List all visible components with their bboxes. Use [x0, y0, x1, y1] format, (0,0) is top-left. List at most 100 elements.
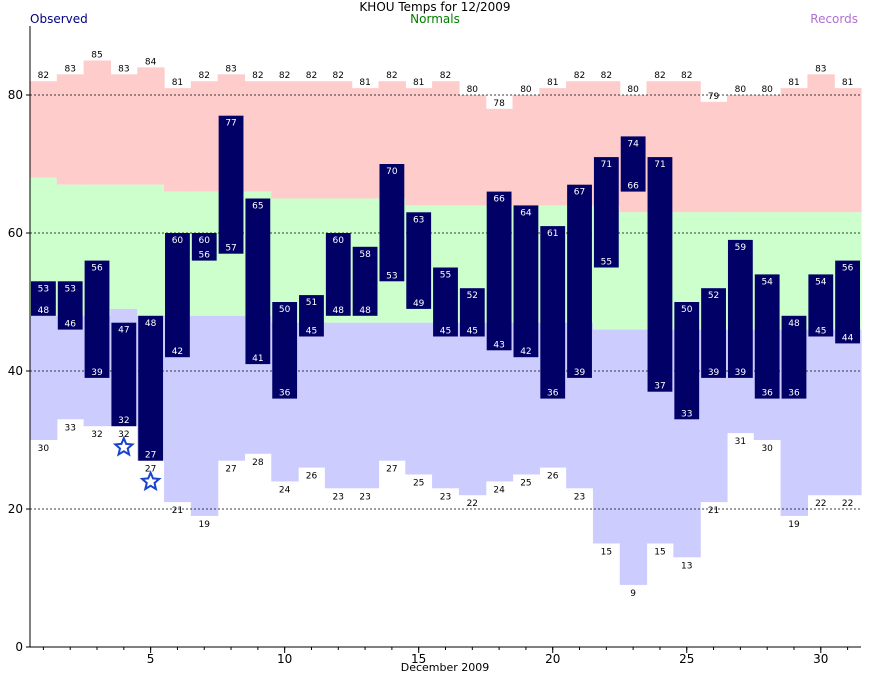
observed-high-label: 53: [64, 284, 75, 294]
observed-low-label: 36: [761, 389, 773, 399]
record-high-label: 80: [735, 85, 747, 95]
x-tick-label: 25: [679, 652, 694, 666]
record-low-band: [619, 329, 648, 585]
observed-low-label: 39: [574, 368, 586, 378]
record-high-label: 82: [574, 71, 585, 81]
y-tick-label: 40: [8, 364, 23, 378]
record-high-band: [834, 88, 862, 213]
record-low-label: 31: [735, 437, 746, 447]
observed-bar: [57, 281, 83, 330]
observed-bar: [808, 274, 834, 337]
y-tick-label: 20: [8, 502, 23, 516]
legend-records: Records: [810, 12, 858, 26]
record-high-label: 82: [654, 71, 665, 81]
record-high-label: 81: [547, 78, 558, 88]
x-axis-label: December 2009: [400, 661, 490, 674]
record-high-label: 80: [627, 85, 639, 95]
record-low-band: [592, 329, 621, 544]
observed-bar: [727, 239, 753, 378]
record-low-band: [378, 322, 406, 461]
observed-low-label: 27: [145, 451, 156, 461]
observed-low-label: 48: [333, 306, 345, 316]
observed-high-label: 60: [333, 236, 345, 246]
record-low-label: 21: [708, 506, 719, 516]
record-low-band: [458, 322, 487, 496]
record-high-band: [164, 88, 192, 192]
observed-bar: [245, 198, 271, 365]
record-high-band: [512, 95, 540, 206]
observed-high-label: 61: [547, 229, 558, 239]
record-star-icon: [139, 470, 162, 492]
record-low-label: 23: [440, 492, 451, 502]
observed-bar: [325, 233, 351, 316]
observed-bar: [272, 302, 298, 399]
y-tick-label: 60: [8, 226, 23, 240]
record-low-label: 33: [64, 423, 75, 433]
observed-low-label: 57: [225, 244, 236, 254]
record-high-label: 85: [91, 51, 102, 61]
record-high-band: [753, 95, 782, 213]
observed-low-label: 33: [681, 409, 692, 419]
observed-bar: [620, 136, 646, 192]
x-tick-label: 30: [813, 652, 828, 666]
record-high-band: [432, 81, 460, 206]
observed-bar: [754, 274, 780, 399]
record-low-band: [834, 329, 862, 496]
record-high-label: 81: [359, 78, 370, 88]
observed-high-label: 60: [199, 236, 211, 246]
record-high-band: [726, 95, 755, 213]
observed-high-label: 77: [225, 119, 236, 129]
observed-bar: [191, 233, 217, 261]
record-high-label: 80: [520, 85, 532, 95]
observed-bar: [781, 315, 807, 399]
observed-bar: [406, 212, 432, 309]
observed-bar: [111, 322, 137, 427]
record-high-label: 83: [225, 64, 236, 74]
observed-bar: [486, 191, 512, 351]
record-low-label: 19: [199, 520, 211, 530]
record-high-label: 82: [440, 71, 451, 81]
record-high-band: [673, 81, 701, 213]
observed-bar: [433, 267, 458, 337]
record-low-band: [56, 315, 85, 420]
record-high-label: 82: [306, 71, 317, 81]
record-low-label: 32: [91, 430, 102, 440]
observed-low-label: 48: [38, 306, 50, 316]
observed-low-label: 42: [520, 347, 531, 357]
observed-high-label: 63: [413, 215, 424, 225]
y-tick-label: 80: [8, 88, 23, 102]
record-high-band: [137, 67, 165, 185]
chart-title: KHOU Temps for 12/2009: [359, 0, 511, 14]
record-high-band: [485, 108, 514, 206]
observed-high-label: 54: [815, 277, 827, 287]
record-low-label: 23: [359, 492, 370, 502]
record-low-label: 30: [761, 444, 773, 454]
observed-low-label: 56: [199, 251, 211, 261]
observed-bar: [701, 288, 726, 378]
observed-high-label: 50: [279, 305, 291, 315]
record-low-band: [30, 315, 58, 440]
record-low-label: 32: [118, 430, 129, 440]
observed-low-label: 45: [306, 327, 317, 337]
observed-low-label: 39: [91, 368, 103, 378]
observed-high-label: 74: [627, 139, 639, 149]
normal-band: [619, 212, 648, 330]
record-low-label: 25: [520, 479, 531, 489]
record-high-band: [539, 88, 567, 206]
observed-bar: [835, 260, 860, 344]
x-tick-label: 20: [545, 652, 560, 666]
observed-low-label: 48: [359, 306, 371, 316]
normal-band: [137, 184, 165, 316]
observed-high-label: 50: [681, 305, 693, 315]
record-high-label: 81: [413, 78, 424, 88]
observed-high-label: 60: [172, 236, 184, 246]
record-low-label: 27: [225, 465, 236, 475]
record-high-label: 80: [761, 85, 773, 95]
record-high-label: 81: [172, 78, 183, 88]
record-low-label: 26: [547, 472, 559, 482]
observed-low-label: 37: [654, 382, 665, 392]
record-high-label: 82: [38, 71, 49, 81]
observed-high-label: 56: [91, 264, 103, 274]
observed-high-label: 67: [574, 188, 585, 198]
record-high-label: 84: [145, 57, 157, 67]
